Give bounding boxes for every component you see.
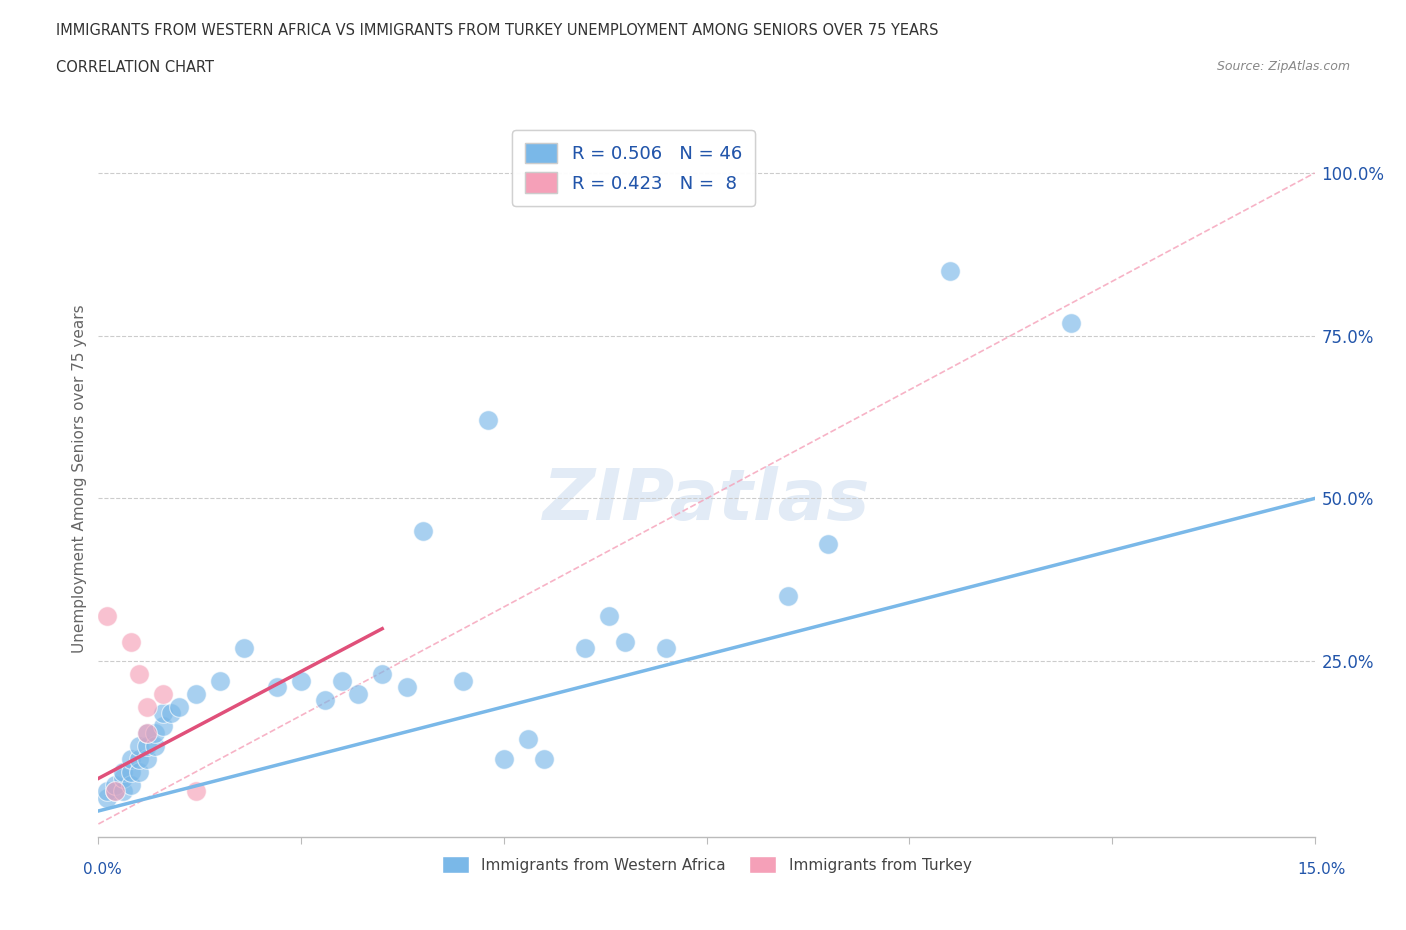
Point: [209, 673, 232, 688]
Point: [128, 751, 150, 766]
Point: [314, 693, 336, 708]
Text: IMMIGRANTS FROM WESTERN AFRICA VS IMMIGRANTS FROM TURKEY UNEMPLOYMENT AMONG SENI: IMMIGRANTS FROM WESTERN AFRICA VS IMMIGR…: [56, 23, 939, 38]
Point: [128, 738, 150, 753]
Text: Source: ZipAtlas.com: Source: ZipAtlas.com: [1216, 60, 1350, 73]
Point: [817, 537, 839, 551]
Point: [111, 784, 134, 799]
Point: [111, 771, 134, 786]
Point: [143, 725, 166, 740]
Point: [347, 686, 370, 701]
Point: [655, 641, 678, 656]
Point: [574, 641, 596, 656]
Point: [96, 790, 118, 805]
Point: [290, 673, 312, 688]
Point: [598, 608, 620, 623]
Y-axis label: Unemployment Among Seniors over 75 years: Unemployment Among Seniors over 75 years: [72, 305, 87, 653]
Text: CORRELATION CHART: CORRELATION CHART: [56, 60, 214, 75]
Point: [453, 673, 475, 688]
Point: [96, 608, 118, 623]
Point: [143, 738, 166, 753]
Point: [152, 686, 174, 701]
Point: [477, 413, 499, 428]
Point: [169, 699, 191, 714]
Point: [136, 738, 159, 753]
Point: [160, 706, 183, 721]
Point: [136, 725, 159, 740]
Point: [120, 764, 142, 779]
Point: [136, 699, 159, 714]
Point: [152, 706, 174, 721]
Point: [533, 751, 555, 766]
Point: [136, 725, 159, 740]
Point: [104, 784, 127, 799]
Text: 0.0%: 0.0%: [83, 862, 122, 877]
Point: [233, 641, 256, 656]
Point: [492, 751, 515, 766]
Point: [184, 686, 207, 701]
Point: [120, 634, 142, 649]
Point: [136, 751, 159, 766]
Point: [96, 784, 118, 799]
Point: [1060, 315, 1083, 330]
Point: [120, 751, 142, 766]
Point: [776, 589, 799, 604]
Point: [395, 680, 418, 695]
Point: [330, 673, 353, 688]
Point: [517, 732, 540, 747]
Point: [184, 784, 207, 799]
Point: [111, 764, 134, 779]
Point: [939, 263, 962, 278]
Point: [266, 680, 288, 695]
Point: [104, 777, 127, 792]
Point: [614, 634, 637, 649]
Point: [120, 777, 142, 792]
Point: [128, 667, 150, 682]
Point: [371, 667, 394, 682]
Point: [104, 784, 127, 799]
Text: ZIPatlas: ZIPatlas: [543, 466, 870, 535]
Point: [412, 524, 434, 538]
Point: [128, 764, 150, 779]
Legend: R = 0.506   N = 46, R = 0.423   N =  8: R = 0.506 N = 46, R = 0.423 N = 8: [512, 130, 755, 206]
Point: [152, 719, 174, 734]
Text: 15.0%: 15.0%: [1298, 862, 1346, 877]
